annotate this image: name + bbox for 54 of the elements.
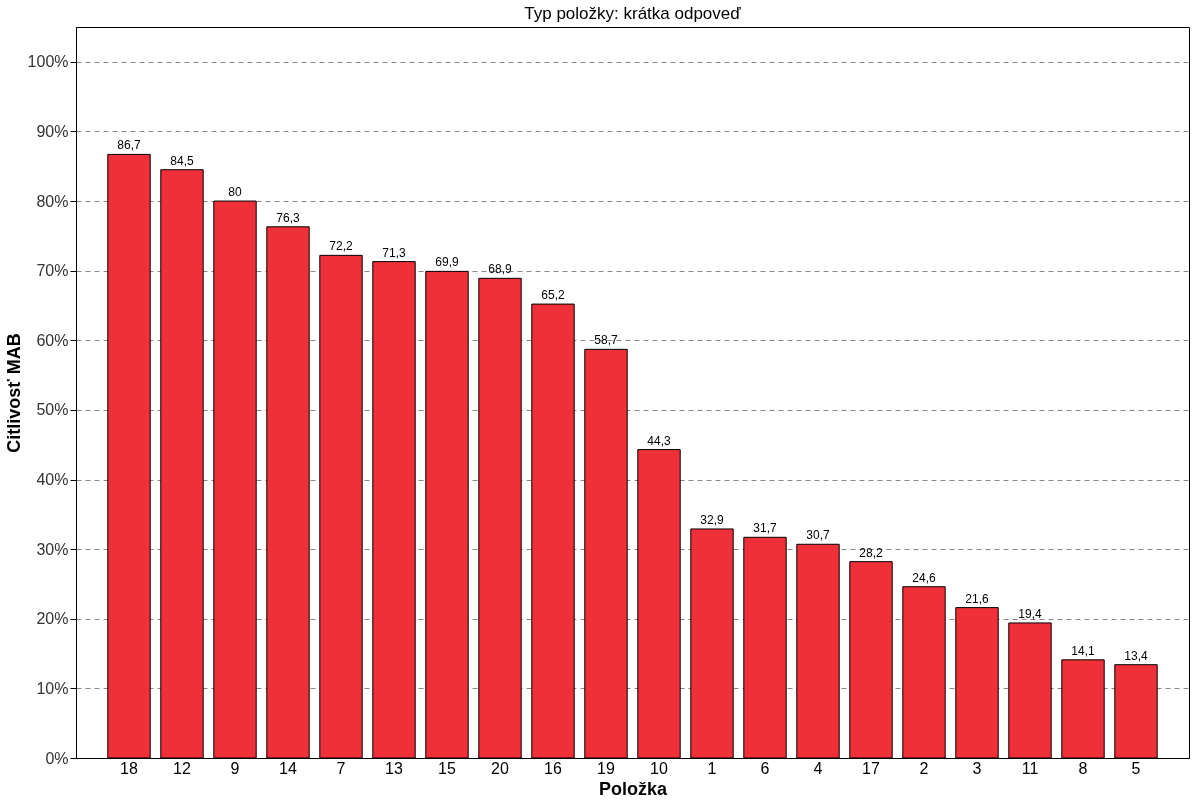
x-tick-label: 16	[544, 759, 562, 777]
y-tick-label: 80%	[36, 192, 69, 210]
x-tick-label: 15	[438, 759, 456, 777]
y-tick-label: 0%	[45, 749, 69, 767]
data-label: 30,7	[806, 528, 830, 543]
x-tick-label: 12	[173, 759, 191, 777]
data-label: 86,7	[117, 138, 141, 153]
y-tick-label: 40%	[36, 471, 69, 489]
x-tick-label: 7	[336, 759, 346, 777]
x-tick-label: 10	[650, 759, 668, 777]
x-tick-label: 20	[491, 759, 509, 777]
data-label: 69,9	[435, 255, 459, 270]
data-label: 80	[228, 185, 242, 200]
data-label: 31,7	[753, 521, 777, 536]
data-label: 58,7	[594, 333, 618, 348]
data-label: 14,1	[1071, 643, 1095, 658]
y-tick-label: 10%	[36, 679, 69, 697]
data-label: 28,2	[859, 545, 883, 560]
data-label: 71,3	[382, 245, 406, 260]
data-label: 65,2	[541, 288, 565, 303]
x-tick-label: 2	[919, 759, 929, 777]
x-tick-label: 3	[972, 759, 982, 777]
y-tick-label: 50%	[36, 401, 69, 419]
data-label: 72,2	[329, 239, 353, 254]
data-label: 24,6	[912, 570, 936, 585]
x-tick-label: 6	[760, 759, 770, 777]
y-tick-label: 30%	[36, 540, 69, 558]
data-label: 19,4	[1018, 606, 1042, 621]
x-tick-label: 13	[385, 759, 403, 777]
y-axis-title: Citlivosť MAB	[3, 333, 24, 453]
y-tick-label: 100%	[27, 53, 69, 71]
data-label: 44,3	[647, 433, 671, 448]
x-tick-label: 18	[120, 759, 138, 777]
y-tick-label: 70%	[36, 262, 69, 280]
x-tick-label: 11	[1021, 759, 1039, 777]
x-tick-label: 19	[597, 759, 615, 777]
data-label: 68,9	[488, 262, 512, 277]
y-tick-label: 20%	[36, 610, 69, 628]
x-tick-label: 9	[230, 759, 240, 777]
data-label: 84,5	[170, 153, 194, 168]
data-label: 76,3	[276, 210, 300, 225]
data-label: 13,4	[1124, 648, 1148, 663]
x-axis-title: Položka	[598, 778, 668, 799]
y-tick-label: 90%	[36, 122, 69, 140]
x-tick-label: 8	[1078, 759, 1088, 777]
x-tick-label: 5	[1131, 759, 1141, 777]
x-tick-label: 1	[707, 759, 717, 777]
y-tick-label: 60%	[36, 331, 69, 349]
data-label: 21,6	[965, 591, 989, 606]
chart-title: Typ položky: krátka odpoveď	[524, 4, 742, 23]
x-tick-label: 4	[813, 759, 823, 777]
data-label: 32,9	[700, 512, 724, 527]
x-tick-label: 14	[279, 759, 297, 777]
x-tick-label: 17	[862, 759, 880, 777]
